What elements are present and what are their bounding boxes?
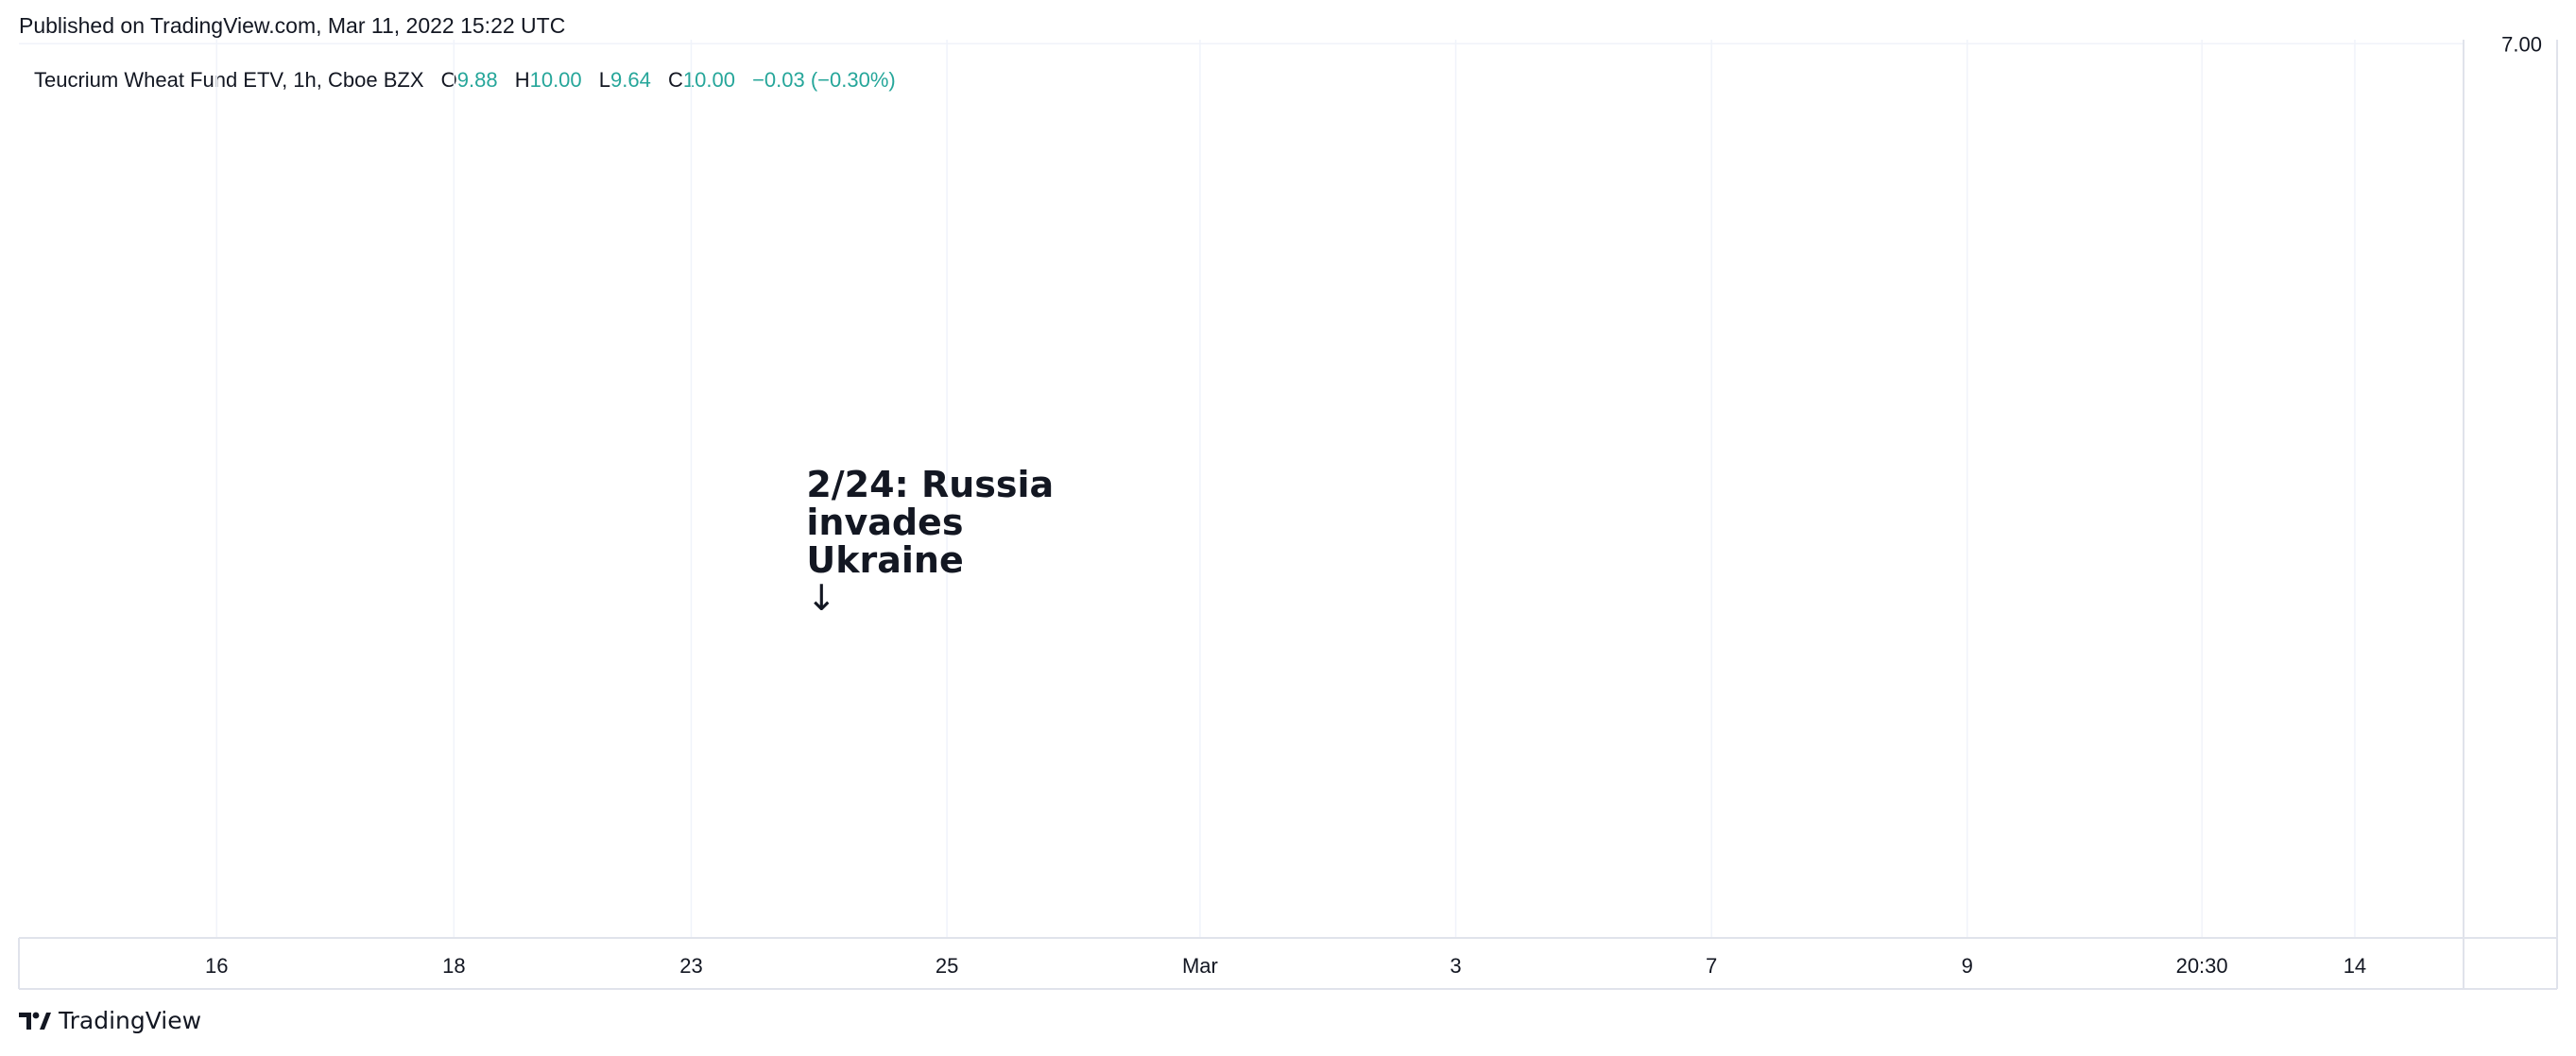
x-tick-label: 25 — [936, 954, 958, 978]
close-label: C — [667, 68, 683, 92]
annotation-text: 2/24: Russia — [806, 464, 1054, 505]
low-value: 9.64 — [610, 68, 651, 92]
footer: TradingView — [19, 1007, 201, 1034]
open-value: 9.88 — [456, 68, 498, 92]
footer-brand: TradingView — [59, 1007, 202, 1034]
high-label: H — [514, 68, 530, 92]
symbol-legend: Teucrium Wheat Fund ETV, 1h, Cboe BZX O9… — [34, 68, 896, 93]
symbol-name: Teucrium Wheat Fund ETV, 1h, Cboe BZX — [34, 68, 424, 92]
low-label: L — [598, 68, 611, 92]
x-tick-label: 7 — [1706, 954, 1717, 978]
x-tick-label: 14 — [2344, 954, 2366, 978]
annotation-text: Ukraine — [806, 539, 963, 581]
y-tick-label: 7.00 — [2501, 32, 2542, 56]
change-value: −0.03 (−0.30%) — [752, 68, 896, 92]
x-tick-label: 3 — [1450, 954, 1461, 978]
published-caption: Published on TradingView.com, Mar 11, 20… — [19, 13, 566, 38]
x-tick-label: 20:30 — [2176, 954, 2228, 978]
open-label: O — [440, 68, 457, 92]
x-tick-label: 16 — [205, 954, 228, 978]
x-tick-label: 23 — [679, 954, 702, 978]
annotation-arrow: ↓ — [806, 577, 836, 619]
tradingview-logo-icon — [19, 1012, 51, 1030]
x-tick-label: 18 — [442, 954, 465, 978]
high-value: 10.00 — [529, 68, 582, 92]
x-tick-label: 9 — [1962, 954, 1973, 978]
x-tick-label: Mar — [1182, 954, 1218, 978]
annotation-text: invades — [806, 502, 963, 543]
